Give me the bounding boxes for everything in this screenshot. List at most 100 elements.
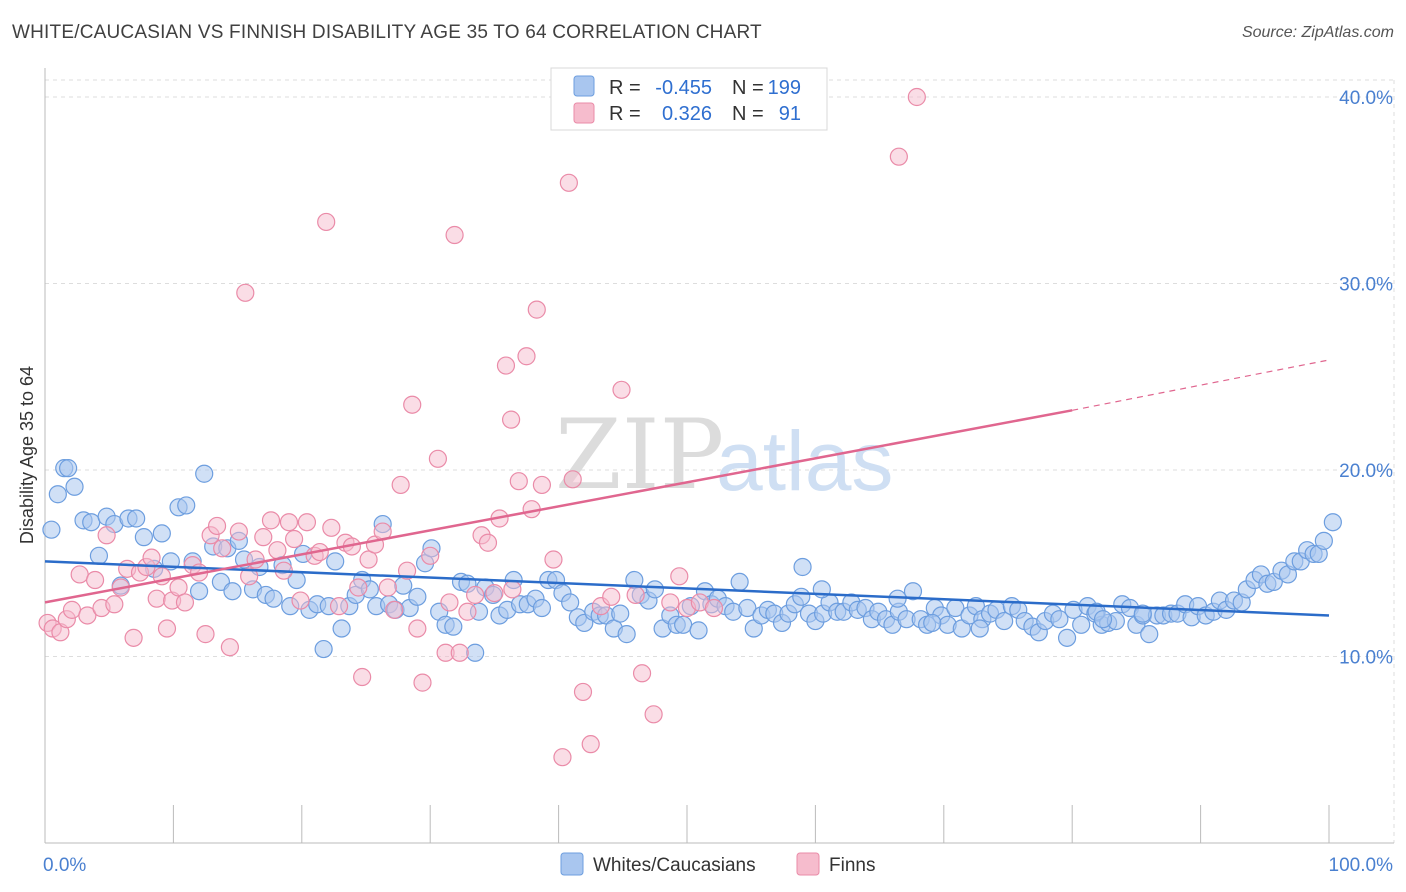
chart-title: WHITE/CAUCASIAN VS FINNISH DISABILITY AG… (12, 22, 762, 43)
point-finns (581, 735, 600, 754)
point-whites (792, 587, 811, 606)
point-whites (1072, 615, 1091, 634)
point-finns (291, 591, 310, 610)
point-finns (466, 585, 485, 605)
y-tick-labels: 10.0% 20.0% 30.0% 40.0% (1339, 88, 1393, 669)
stats-n-label-pink: N = (732, 103, 764, 125)
x-tick-label-max: 100.0% (1329, 855, 1394, 876)
point-whites (134, 528, 153, 547)
stats-r-value-pink: 0.326 (662, 103, 712, 125)
point-whites (970, 619, 989, 638)
point-finns (322, 518, 341, 537)
point-whites (42, 520, 61, 539)
point-finns (229, 522, 248, 541)
x-tick-labels: 0.0% 100.0% (43, 855, 1393, 876)
trend-line-whites (44, 560, 1330, 617)
point-whites (444, 617, 463, 636)
point-finns (70, 565, 89, 584)
point-whites (1057, 628, 1077, 647)
point-finns (563, 470, 582, 489)
point-whites (1140, 625, 1159, 644)
point-whites (152, 524, 171, 543)
legend-label-finns: Finns (829, 855, 875, 876)
point-finns (458, 602, 477, 621)
point-finns (268, 541, 287, 560)
point-finns (532, 475, 552, 495)
point-finns (612, 380, 631, 399)
watermark-zip: ZIP (555, 399, 724, 511)
point-whites (1093, 610, 1113, 629)
point-finns (889, 147, 908, 166)
point-finns (62, 600, 82, 619)
point-whites (332, 619, 351, 638)
point-finns (517, 347, 536, 366)
point-whites (1314, 531, 1333, 550)
point-finns (450, 643, 469, 662)
point-finns (661, 593, 680, 612)
stats-legend: R = -0.455 N = 199 R = 0.326 N = 91 (550, 67, 828, 131)
point-whites (1050, 610, 1069, 629)
point-whites (923, 613, 942, 633)
point-finns (279, 513, 299, 532)
point-finns (559, 173, 578, 192)
point-finns (378, 578, 397, 597)
point-whites (48, 485, 67, 504)
point-whites (223, 582, 242, 601)
point-finns (97, 526, 116, 545)
point-whites (89, 546, 109, 565)
point-whites (177, 496, 196, 515)
series-finns-points (38, 87, 926, 767)
point-finns (254, 528, 273, 547)
point-finns (213, 539, 232, 558)
point-finns (297, 513, 317, 532)
point-finns (391, 475, 410, 495)
point-finns (626, 585, 645, 605)
point-finns (353, 667, 372, 687)
point-finns (501, 410, 521, 429)
point-finns (602, 587, 621, 606)
point-finns (440, 593, 459, 612)
stats-swatch-pink (573, 102, 595, 124)
point-whites (995, 611, 1014, 631)
point-finns (147, 589, 166, 608)
point-whites (674, 615, 693, 634)
point-finns (207, 516, 227, 536)
point-whites (264, 589, 283, 608)
point-finns (527, 300, 546, 319)
point-whites (466, 643, 485, 662)
point-whites (903, 582, 923, 601)
point-finns (261, 511, 281, 530)
point-whites (1133, 604, 1152, 623)
point-whites (532, 598, 552, 618)
stats-n-label-blue: N = (732, 77, 764, 99)
point-finns (397, 561, 417, 580)
stats-n-value-pink: 91 (779, 103, 801, 125)
point-finns (907, 87, 926, 107)
legend-swatch-finns (796, 852, 820, 876)
point-finns (220, 638, 239, 657)
point-finns (385, 600, 404, 619)
point-whites (127, 509, 146, 528)
y-tick-label: 20.0% (1339, 461, 1393, 482)
point-whites (738, 598, 757, 618)
y-tick-label: 10.0% (1339, 648, 1393, 669)
point-whites (689, 621, 708, 640)
point-finns (329, 597, 349, 616)
point-finns (544, 550, 563, 569)
point-finns (196, 625, 215, 644)
point-finns (509, 472, 528, 491)
point-finns (485, 583, 504, 603)
stats-r-label-pink: R = (609, 103, 641, 125)
point-whites (561, 593, 580, 612)
point-finns (246, 550, 265, 569)
point-finns (408, 619, 427, 638)
point-whites (1323, 513, 1342, 532)
stats-r-label-blue: R = (609, 77, 641, 99)
watermark: ZIP atlas (555, 399, 893, 511)
point-finns (105, 595, 124, 614)
point-finns (496, 356, 516, 375)
y-tick-label: 30.0% (1339, 275, 1393, 296)
point-finns (704, 598, 724, 618)
point-finns (349, 578, 368, 597)
